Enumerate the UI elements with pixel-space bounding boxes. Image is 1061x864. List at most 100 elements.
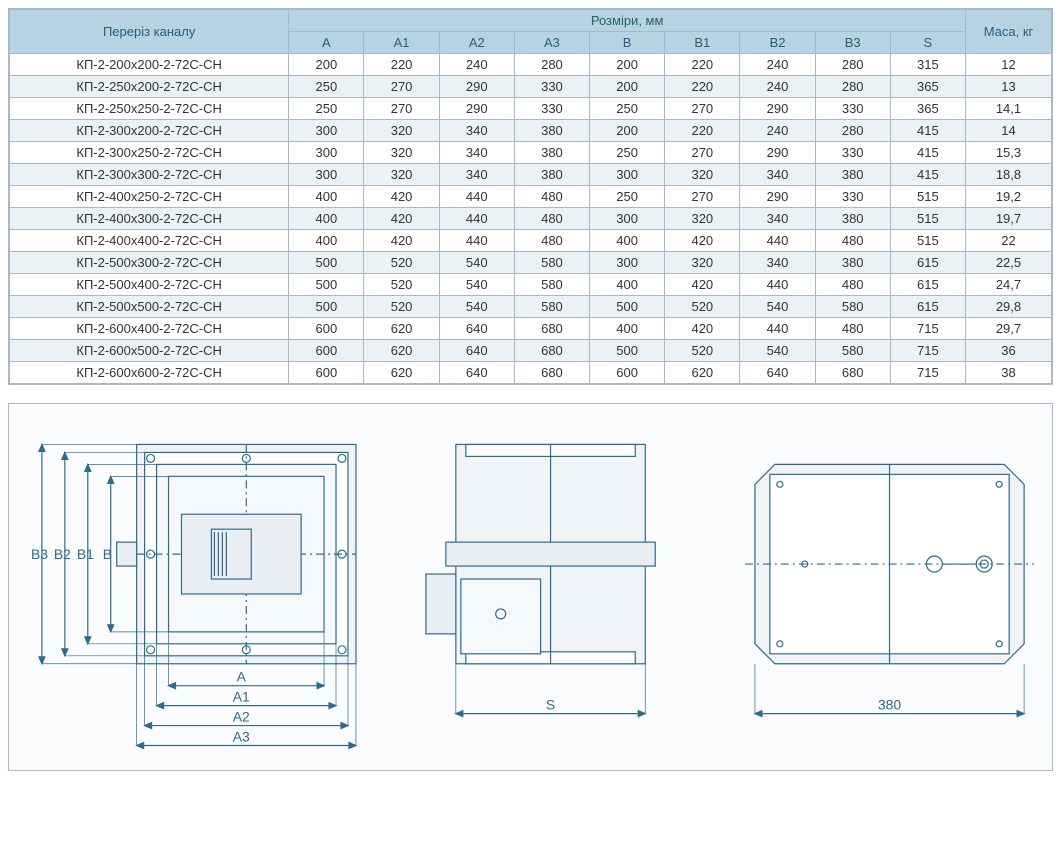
cell-dim: 615: [890, 252, 965, 274]
cell-mass: 29,7: [965, 318, 1051, 340]
cell-dim: 400: [590, 230, 665, 252]
cell-dim: 340: [740, 164, 815, 186]
cell-dim: 320: [364, 164, 439, 186]
cell-dim: 580: [514, 274, 589, 296]
cell-dim: 540: [439, 296, 514, 318]
cell-dim: 440: [439, 208, 514, 230]
cell-dim: 220: [665, 54, 740, 76]
cell-dim: 440: [740, 230, 815, 252]
cell-dim: 330: [815, 186, 890, 208]
table-row: КП-2-300х200-2-72С-СН3003203403802002202…: [10, 120, 1052, 142]
cell-dim: 320: [364, 142, 439, 164]
cell-name: КП-2-600х400-2-72С-СН: [10, 318, 289, 340]
th-dim: A3: [514, 32, 589, 54]
cell-dim: 365: [890, 98, 965, 120]
dim-label-b2: B2: [54, 546, 71, 562]
cell-dim: 620: [364, 340, 439, 362]
cell-dim: 340: [740, 252, 815, 274]
table-row: КП-2-500х300-2-72С-СН5005205405803003203…: [10, 252, 1052, 274]
cell-dim: 420: [364, 208, 439, 230]
cell-dim: 270: [364, 98, 439, 120]
dim-label-b: B: [103, 546, 112, 562]
dim-label-a: A: [237, 669, 247, 685]
cell-dim: 380: [815, 164, 890, 186]
cell-dim: 480: [514, 208, 589, 230]
dim-label-a2: A2: [233, 709, 250, 725]
cell-dim: 540: [740, 296, 815, 318]
th-dim: A: [289, 32, 364, 54]
cell-dim: 320: [665, 252, 740, 274]
th-dims-group: Розміри, мм: [289, 10, 966, 32]
cell-dim: 300: [590, 208, 665, 230]
cell-dim: 420: [364, 186, 439, 208]
diagram-side-view: S: [406, 414, 705, 764]
dimensions-table-wrap: Переріз каналу Розміри, мм Маса, кг A A1…: [8, 8, 1053, 385]
cell-dim: 680: [514, 340, 589, 362]
cell-dim: 580: [514, 296, 589, 318]
cell-mass: 19,2: [965, 186, 1051, 208]
cell-dim: 240: [740, 54, 815, 76]
cell-dim: 250: [590, 186, 665, 208]
cell-dim: 290: [740, 98, 815, 120]
cell-dim: 480: [815, 274, 890, 296]
cell-dim: 280: [815, 76, 890, 98]
table-row: КП-2-600х500-2-72С-СН6006206406805005205…: [10, 340, 1052, 362]
cell-dim: 420: [665, 274, 740, 296]
cell-dim: 330: [514, 76, 589, 98]
cell-dim: 280: [514, 54, 589, 76]
cell-dim: 250: [590, 142, 665, 164]
cell-name: КП-2-400х400-2-72С-СН: [10, 230, 289, 252]
cell-dim: 315: [890, 54, 965, 76]
cell-dim: 400: [289, 230, 364, 252]
table-row: КП-2-600х600-2-72С-СН6006206406806006206…: [10, 362, 1052, 384]
cell-dim: 640: [439, 318, 514, 340]
cell-dim: 500: [590, 340, 665, 362]
cell-dim: 515: [890, 230, 965, 252]
cell-dim: 500: [289, 296, 364, 318]
th-dim: B1: [665, 32, 740, 54]
cell-mass: 14,1: [965, 98, 1051, 120]
cell-mass: 19,7: [965, 208, 1051, 230]
cell-dim: 715: [890, 318, 965, 340]
th-dim: B: [590, 32, 665, 54]
cell-dim: 300: [590, 252, 665, 274]
cell-dim: 480: [514, 230, 589, 252]
cell-name: КП-2-500х300-2-72С-СН: [10, 252, 289, 274]
cell-dim: 380: [815, 208, 890, 230]
cell-dim: 340: [439, 142, 514, 164]
table-row: КП-2-400х400-2-72С-СН4004204404804004204…: [10, 230, 1052, 252]
cell-dim: 300: [289, 164, 364, 186]
cell-dim: 620: [364, 318, 439, 340]
cell-dim: 330: [514, 98, 589, 120]
table-row: КП-2-250х250-2-72С-СН2502702903302502702…: [10, 98, 1052, 120]
technical-diagram: B3 B2 B1 B A A1 A2 A3: [8, 403, 1053, 771]
cell-dim: 415: [890, 164, 965, 186]
cell-dim: 320: [665, 164, 740, 186]
cell-dim: 600: [590, 362, 665, 384]
table-body: КП-2-200х200-2-72С-СН2002202402802002202…: [10, 54, 1052, 384]
cell-dim: 400: [590, 274, 665, 296]
cell-mass: 14: [965, 120, 1051, 142]
cell-dim: 440: [740, 318, 815, 340]
table-row: КП-2-600х400-2-72С-СН6006206406804004204…: [10, 318, 1052, 340]
dimensions-table: Переріз каналу Розміри, мм Маса, кг A A1…: [9, 9, 1052, 384]
cell-mass: 22,5: [965, 252, 1051, 274]
th-dim: A1: [364, 32, 439, 54]
cell-dim: 320: [364, 120, 439, 142]
cell-dim: 250: [590, 98, 665, 120]
dim-label-a3: A3: [233, 729, 250, 745]
th-mass: Маса, кг: [965, 10, 1051, 54]
cell-name: КП-2-300х200-2-72С-СН: [10, 120, 289, 142]
cell-dim: 270: [665, 98, 740, 120]
diagram-end-view: 380: [735, 414, 1044, 764]
cell-name: КП-2-400х300-2-72С-СН: [10, 208, 289, 230]
cell-dim: 620: [665, 362, 740, 384]
cell-dim: 480: [815, 318, 890, 340]
table-row: КП-2-500х400-2-72С-СН5005205405804004204…: [10, 274, 1052, 296]
cell-mass: 29,8: [965, 296, 1051, 318]
cell-mass: 15,3: [965, 142, 1051, 164]
cell-dim: 420: [665, 230, 740, 252]
cell-dim: 280: [815, 54, 890, 76]
th-dim: B3: [815, 32, 890, 54]
cell-dim: 440: [439, 230, 514, 252]
